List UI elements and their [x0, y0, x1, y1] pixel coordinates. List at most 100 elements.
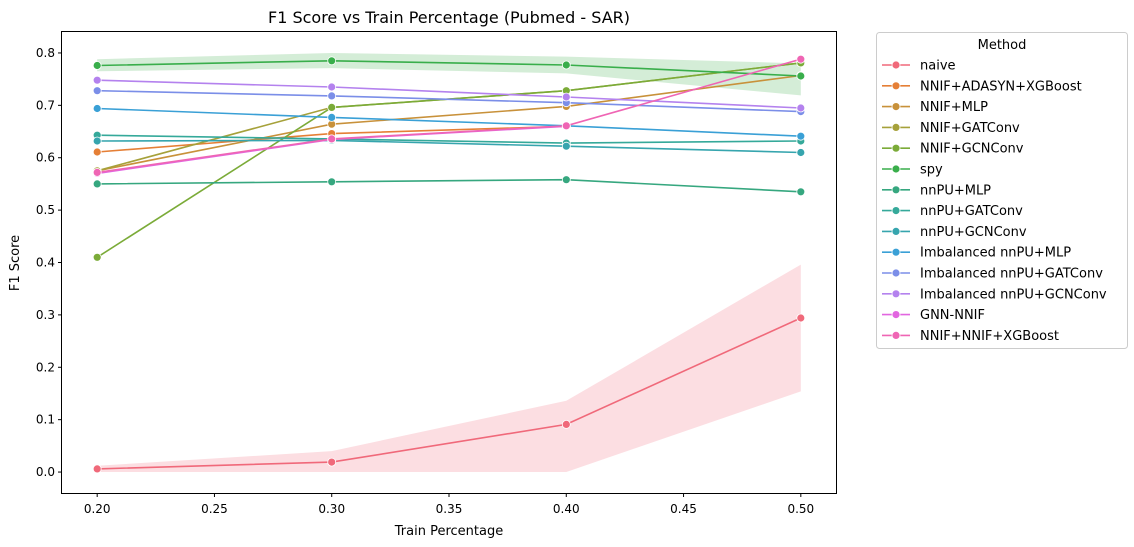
legend: Method naive NNIF+ADASYN+XGBoost NNIF+MLP N…	[876, 32, 1128, 349]
series-0-point-2	[561, 419, 571, 429]
series-0-line	[97, 317, 802, 470]
legend-box	[876, 32, 1128, 349]
series-9-point-3	[796, 131, 806, 141]
series-5-point-0	[92, 61, 102, 70]
series-11-line	[97, 79, 801, 109]
x-tick-label-3: 0.35	[436, 502, 463, 516]
series-8-line	[97, 139, 801, 154]
legend-label-1: NNIF+ADASYN+XGBoost	[920, 79, 1082, 94]
legend-label-2: NNIF+MLP	[920, 100, 988, 115]
y-tick-label-8: 0.8	[36, 46, 55, 60]
series-6-point-3	[796, 187, 806, 197]
series-11-point-0	[92, 75, 102, 85]
x-axis-ticks: 0.20 0.25 0.30 0.35 0.40 0.45 0.50	[84, 493, 814, 516]
legend-marker-10	[891, 268, 901, 278]
legend-label-10: Imbalanced nnPU+GATConv	[920, 267, 1103, 282]
x-tick-label-5: 0.45	[670, 502, 697, 516]
series-5-point-1	[327, 56, 337, 66]
legend-marker-3	[891, 123, 901, 132]
legend-label-11: Imbalanced nnPU+GCNConv	[920, 287, 1107, 302]
legend-title: Method	[978, 38, 1027, 53]
series-8-point-0	[92, 136, 102, 146]
legend-marker-8	[891, 226, 901, 236]
y-axis-label: F1 Score	[8, 235, 23, 291]
series-0-point-1	[327, 457, 337, 467]
series-5-line	[97, 59, 801, 77]
series-4-point-1	[327, 103, 337, 112]
legend-marker-9	[891, 247, 901, 257]
series-points	[92, 54, 806, 474]
series-11-point-2	[561, 92, 571, 102]
series-8-point-3	[796, 148, 806, 157]
series-10-point-0	[92, 86, 102, 96]
series-2-line	[97, 74, 801, 172]
legend-label-9: Imbalanced nnPU+MLP	[920, 246, 1071, 261]
y-tick-label-4: 0.4	[36, 256, 55, 270]
legend-marker-1	[891, 81, 901, 91]
series-0-band	[97, 264, 801, 472]
series-9-point-1	[327, 113, 337, 122]
series-13-line	[97, 58, 802, 174]
series-6-point-0	[92, 179, 102, 189]
y-tick-label-5: 0.5	[36, 203, 55, 217]
x-axis-label: Train Percentage	[394, 524, 503, 539]
plot-frame	[61, 31, 837, 494]
series-10-point-1	[327, 91, 337, 101]
legend-label-13: NNIF+NNIF+XGBoost	[920, 329, 1059, 344]
x-tick-label-6: 0.50	[787, 502, 814, 516]
series-13-point-1	[327, 134, 337, 144]
legend-marker-0	[891, 60, 901, 70]
y-axis-ticks: 0.0 0.1 0.2 0.3 0.4 0.5 0.6 0.7 0.8	[36, 46, 62, 479]
legend-marker-11	[891, 289, 901, 299]
series-6-line	[97, 178, 801, 193]
legend-label-12: GNN-NNIF	[920, 308, 985, 323]
legend-marker-13	[891, 330, 901, 340]
y-tick-label-1: 0.1	[36, 413, 55, 427]
y-tick-label-3: 0.3	[36, 308, 55, 322]
series-11-point-3	[796, 103, 806, 113]
series-13-point-0	[92, 167, 102, 177]
series-11-point-1	[327, 82, 337, 92]
x-tick-label-4: 0.40	[553, 502, 580, 516]
legend-items: naive NNIF+ADASYN+XGBoost NNIF+MLP NNIF+GAT…	[882, 59, 1107, 344]
legend-label-4: NNIF+GCNConv	[920, 142, 1024, 157]
legend-marker-7	[891, 206, 901, 216]
series-5-band	[97, 53, 801, 96]
legend-marker-2	[891, 102, 901, 111]
chart-title: F1 Score vs Train Percentage (Pubmed - S…	[268, 8, 630, 27]
series-0-point-3	[796, 313, 806, 323]
y-tick-label-0: 0.0	[36, 465, 55, 479]
series-6-point-2	[561, 175, 571, 185]
legend-label-6: nnPU+MLP	[920, 183, 991, 198]
series-13-point-2	[561, 121, 571, 131]
series-4-point-0	[92, 252, 102, 262]
series-10-line	[97, 89, 801, 113]
y-tick-label-6: 0.6	[36, 151, 55, 165]
series-6-point-1	[327, 177, 337, 187]
legend-label-0: naive	[920, 59, 956, 74]
x-tick-label-1: 0.25	[201, 502, 228, 516]
legend-label-3: NNIF+GATConv	[920, 121, 1020, 136]
series-7-line	[97, 134, 801, 144]
x-tick-label-2: 0.30	[318, 502, 345, 516]
series-0-point-0	[92, 464, 102, 474]
series-9-line	[97, 107, 801, 137]
legend-label-5: spy	[920, 163, 943, 178]
legend-marker-12	[891, 310, 901, 320]
legend-marker-5	[891, 164, 901, 174]
x-tick-label-0: 0.20	[84, 502, 111, 516]
series-13-point-3	[796, 54, 806, 64]
series-5-point-2	[561, 60, 571, 70]
legend-marker-4	[891, 143, 901, 153]
series-9-point-0	[92, 104, 102, 113]
series-8-point-2	[561, 141, 571, 151]
series-5-point-3	[796, 71, 806, 81]
legend-label-8: nnPU+GCNConv	[920, 225, 1027, 240]
confidence-bands	[97, 53, 801, 472]
y-tick-label-2: 0.2	[36, 360, 55, 374]
y-tick-label-7: 0.7	[36, 98, 55, 112]
legend-marker-6	[891, 185, 901, 195]
legend-label-7: nnPU+GATConv	[920, 204, 1023, 219]
series-1-point-0	[92, 147, 102, 157]
